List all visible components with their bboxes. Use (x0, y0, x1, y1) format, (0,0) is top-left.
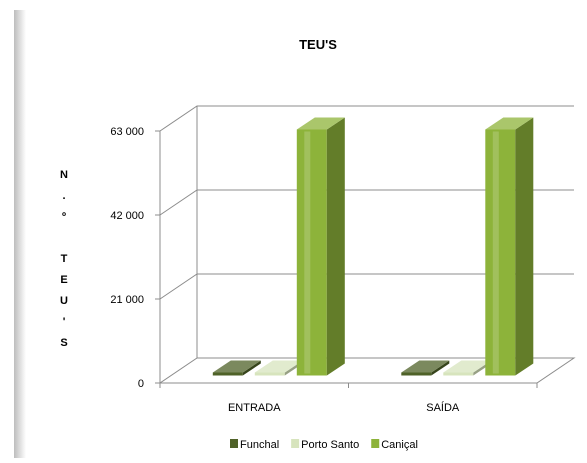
bar-front (212, 372, 243, 376)
bar-cani-al-entrada (296, 117, 345, 376)
y-axis-label-char: N (60, 169, 68, 181)
y-axis-label-char: º (62, 211, 66, 223)
legend-item[interactable]: Porto Santo (291, 439, 359, 451)
y-axis-label-char: T (61, 253, 68, 265)
y-tick-labels: 0 21 000 42 000 63 000 (110, 126, 144, 390)
y-axis-label-char: . (62, 190, 65, 202)
bar-funchal-entrada (212, 360, 261, 376)
bar-front (401, 372, 432, 376)
bar-funchal-saída (401, 360, 450, 376)
chart-title: TEU'S (299, 37, 337, 52)
y-axis-label-char: ' (63, 316, 66, 328)
y-axis-label-char: U (60, 295, 68, 307)
legend-item[interactable]: Caniçal (371, 439, 418, 451)
y-tick-label: 0 (138, 378, 144, 390)
x-tick-label: ENTRADA (228, 402, 281, 414)
bar-top (254, 360, 303, 373)
bar-side (326, 117, 345, 376)
gridline (159, 273, 574, 300)
legend-label: Funchal (240, 439, 279, 451)
x-tick-label: SAÍDA (426, 401, 460, 414)
legend-swatch (371, 439, 380, 448)
bar-highlight (304, 131, 311, 374)
bar-side (515, 117, 534, 376)
legend-swatch (291, 439, 300, 448)
y-tick-label: 42 000 (110, 210, 144, 222)
gridline (159, 105, 574, 132)
bars-layer (212, 117, 534, 376)
bar-front (296, 129, 327, 376)
y-tick-label: 63 000 (110, 126, 144, 138)
bar-top (212, 360, 261, 373)
legend-label: Caniçal (381, 439, 418, 451)
bar-top (443, 360, 492, 373)
bar-highlight (492, 131, 499, 374)
bar-front (485, 129, 516, 376)
legend-item[interactable]: Funchal (230, 439, 279, 451)
frame-shadow-left (14, 10, 26, 458)
bar-top (401, 360, 450, 373)
bar-cani-al-saída (485, 117, 534, 376)
bar-front (443, 372, 474, 376)
bar-front (254, 372, 285, 376)
y-tick-label: 21 000 (110, 294, 144, 306)
legend-swatch (230, 439, 238, 448)
y-axis-label-char: S (60, 337, 67, 349)
y-axis-label-char: E (60, 274, 67, 286)
gridline (159, 189, 574, 216)
y-axis-label: N. º TEU ' S (60, 169, 68, 349)
bar-side (431, 360, 450, 376)
bar-top (485, 117, 534, 130)
legend-label: Porto Santo (301, 439, 359, 451)
x-tick-labels: ENTRADA SAÍDA (228, 401, 460, 414)
legend[interactable]: Funchal Porto Santo Caniçal (230, 439, 418, 451)
bar-side (242, 360, 261, 376)
bar-top (296, 117, 345, 130)
